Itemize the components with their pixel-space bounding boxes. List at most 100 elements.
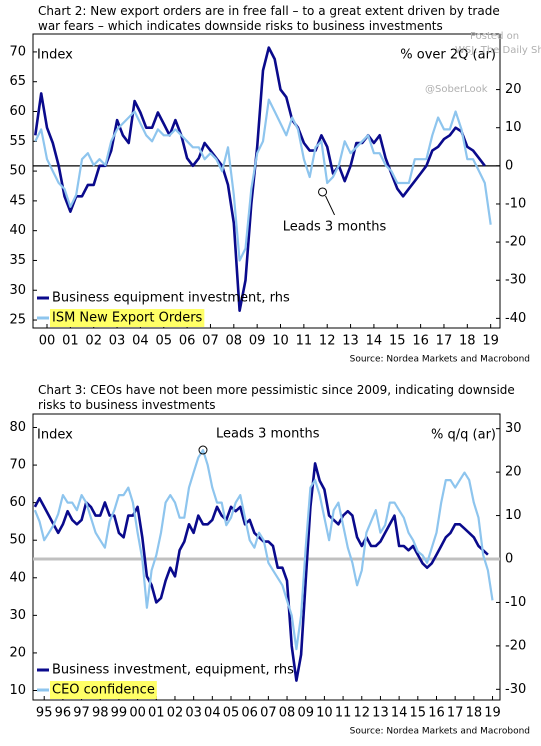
legend-item: Business investment, equipment, rhs bbox=[37, 663, 294, 678]
x-tick-label: 03 bbox=[185, 706, 202, 721]
y-tick-label: 40 bbox=[9, 223, 26, 238]
chart-title: Chart 3: CEOs have not been more pessimi… bbox=[38, 383, 515, 412]
y-tick-label: 50 bbox=[9, 533, 26, 548]
x-tick-label: 10 bbox=[316, 706, 333, 721]
x-tick-label: 07 bbox=[202, 334, 219, 349]
x-tick-label: 05 bbox=[155, 334, 172, 349]
y-tick-label: 45 bbox=[9, 193, 26, 208]
x-tick-label: 00 bbox=[129, 706, 146, 721]
x-tick-label: 02 bbox=[167, 706, 184, 721]
series-line bbox=[34, 98, 492, 262]
y-tick-label: 30 bbox=[9, 608, 26, 623]
x-tick-label: 18 bbox=[459, 334, 476, 349]
y-tick-label: 70 bbox=[9, 458, 26, 473]
y-tick-label: 65 bbox=[9, 74, 26, 89]
x-tick-label: 99 bbox=[111, 706, 128, 721]
x-tick-label: 07 bbox=[260, 706, 277, 721]
watermark: @SoberLook bbox=[425, 84, 488, 95]
x-tick-label: 97 bbox=[73, 706, 90, 721]
y2-tick-label: -20 bbox=[505, 235, 526, 250]
y-tick-label: 10 bbox=[9, 683, 26, 698]
legend-item: CEO confidence bbox=[37, 681, 157, 699]
y2-tick-label: 10 bbox=[505, 120, 522, 135]
x-tick-label: 03 bbox=[109, 334, 126, 349]
x-tick-label: 01 bbox=[148, 706, 165, 721]
y-tick-label: 60 bbox=[9, 495, 26, 510]
x-tick-label: 09 bbox=[249, 334, 266, 349]
y2-tick-label: 20 bbox=[505, 465, 522, 480]
x-tick-label: 12 bbox=[319, 334, 336, 349]
x-tick-label: 12 bbox=[353, 706, 370, 721]
x-tick-label: 11 bbox=[296, 334, 313, 349]
legend-label: Business equipment investment, rhs bbox=[52, 291, 290, 306]
y-tick-label: 40 bbox=[9, 570, 26, 585]
x-tick-label: 05 bbox=[223, 706, 240, 721]
annotation-marker bbox=[198, 445, 208, 455]
legend-item: ISM New Export Orders bbox=[37, 309, 205, 327]
x-tick-label: 14 bbox=[391, 706, 408, 721]
x-tick-label: 10 bbox=[272, 334, 289, 349]
y2-tick-label: -30 bbox=[505, 682, 526, 697]
y2-axis-label: % over 2Q (ar) bbox=[400, 48, 496, 63]
x-tick-label: 00 bbox=[39, 334, 56, 349]
y2-axis-label: % q/q (ar) bbox=[431, 428, 496, 443]
y-tick-label: 30 bbox=[9, 283, 26, 298]
y2-tick-label: -20 bbox=[505, 638, 526, 653]
x-tick-label: 04 bbox=[132, 334, 149, 349]
y-axis-label: Index bbox=[37, 48, 73, 63]
y2-tick-label: -30 bbox=[505, 273, 526, 288]
y-tick-label: 35 bbox=[9, 253, 26, 268]
legend-label: CEO confidence bbox=[52, 683, 155, 698]
legend-label: ISM New Export Orders bbox=[52, 311, 203, 326]
x-tick-label: 09 bbox=[297, 706, 314, 721]
series-line bbox=[33, 462, 489, 682]
y2-tick-label: 30 bbox=[505, 421, 522, 436]
y-tick-label: 50 bbox=[9, 164, 26, 179]
x-tick-label: 17 bbox=[447, 706, 464, 721]
watermark: Posted on bbox=[470, 31, 519, 42]
y2-tick-label: 10 bbox=[505, 508, 522, 523]
x-tick-label: 16 bbox=[412, 334, 429, 349]
series-line bbox=[34, 46, 486, 312]
x-tick-label: 08 bbox=[279, 706, 296, 721]
annotation-marker bbox=[318, 187, 328, 197]
y-tick-label: 20 bbox=[9, 645, 26, 660]
x-tick-label: 19 bbox=[484, 706, 501, 721]
x-tick-label: 19 bbox=[482, 334, 499, 349]
x-tick-label: 01 bbox=[62, 334, 79, 349]
y-tick-label: 25 bbox=[9, 313, 26, 328]
x-tick-label: 18 bbox=[466, 706, 483, 721]
watermark: WSJ: The Daily Shot bbox=[455, 45, 541, 56]
y-tick-label: 80 bbox=[9, 420, 26, 435]
y2-tick-label: -40 bbox=[505, 311, 526, 326]
x-tick-label: 15 bbox=[410, 706, 427, 721]
legend-label: Business investment, equipment, rhs bbox=[52, 663, 294, 678]
annotation-text: Leads 3 months bbox=[283, 219, 387, 234]
y2-tick-label: -10 bbox=[505, 196, 526, 211]
source: Source: Nordea Markets and Macrobond bbox=[350, 727, 530, 737]
y2-tick-label: 0 bbox=[505, 158, 513, 173]
x-tick-label: 16 bbox=[428, 706, 445, 721]
x-tick-label: 08 bbox=[226, 334, 243, 349]
legend-highlight bbox=[50, 681, 157, 699]
x-tick-label: 17 bbox=[436, 334, 453, 349]
x-tick-label: 02 bbox=[85, 334, 102, 349]
annotation-leader bbox=[325, 195, 335, 216]
x-tick-label: 95 bbox=[36, 706, 53, 721]
y2-tick-label: -10 bbox=[505, 595, 526, 610]
x-tick-label: 04 bbox=[204, 706, 221, 721]
x-tick-label: 96 bbox=[55, 706, 72, 721]
y-axis-label: Index bbox=[37, 428, 73, 443]
x-tick-label: 15 bbox=[389, 334, 406, 349]
plot-frame bbox=[32, 413, 501, 701]
y-tick-label: 60 bbox=[9, 104, 26, 119]
x-tick-label: 13 bbox=[372, 706, 389, 721]
legend-highlight bbox=[50, 309, 205, 327]
y-tick-label: 55 bbox=[9, 134, 26, 149]
x-tick-label: 06 bbox=[179, 334, 196, 349]
annotation-text: Leads 3 months bbox=[216, 427, 320, 442]
x-tick-label: 13 bbox=[342, 334, 359, 349]
legend-item: Business equipment investment, rhs bbox=[37, 291, 290, 306]
